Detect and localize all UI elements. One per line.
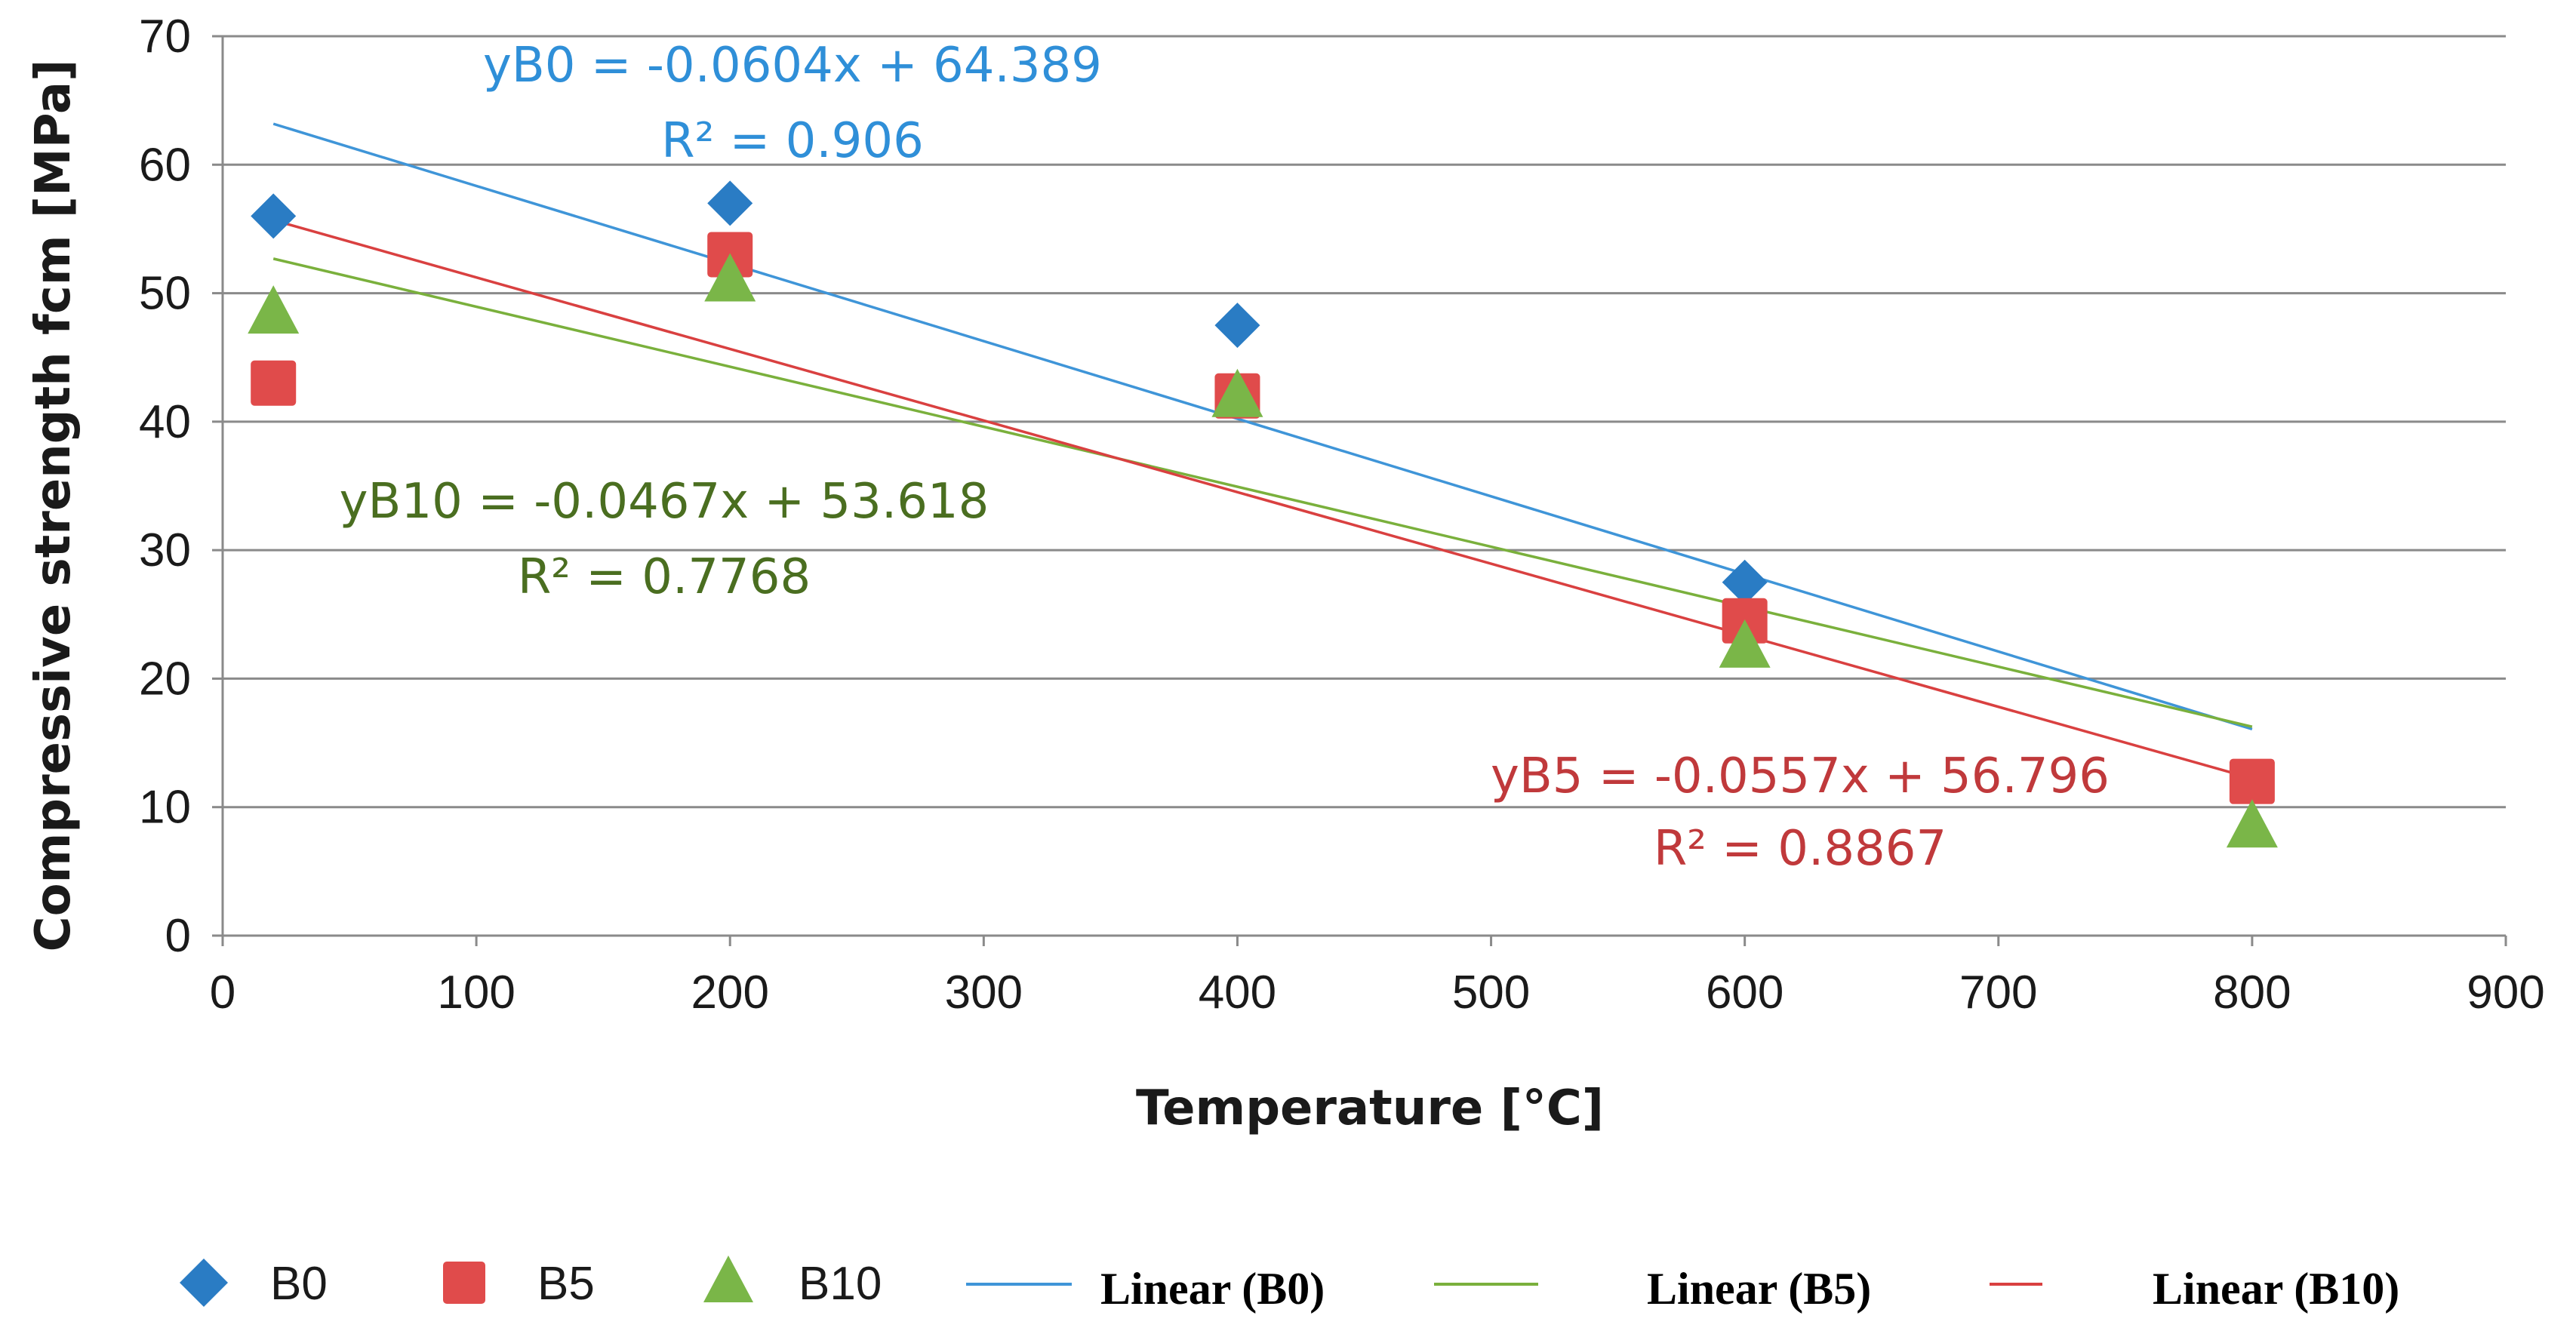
- b5-equation-label: yB5 = -0.0557x + 56.796: [1491, 748, 2110, 804]
- data-points: [248, 180, 2278, 848]
- trendlines: [272, 122, 2253, 780]
- legend-linear-b10-label: Linear (B10): [2153, 1264, 2399, 1314]
- legend-b0-label: B0: [270, 1258, 328, 1310]
- legend-b10-triangle-icon: [703, 1256, 753, 1302]
- point-b0-200: [707, 180, 753, 226]
- y-tick-label-30: 30: [139, 524, 191, 576]
- x-tick-label-900: 900: [2467, 967, 2544, 1019]
- x-tick-label-0: 0: [210, 967, 235, 1019]
- x-tick-label-800: 800: [2213, 967, 2291, 1019]
- y-tick-label-20: 20: [139, 653, 191, 705]
- b5-r2-label: R² = 0.8867: [1654, 821, 1947, 877]
- x-tick-label-400: 400: [1199, 967, 1276, 1019]
- point-b10-400: [1211, 368, 1263, 417]
- legend-b10-label: B10: [799, 1258, 882, 1310]
- x-tick-label-600: 600: [1706, 967, 1784, 1019]
- b0-equation-label: yB0 = -0.0604x + 64.389: [483, 38, 1102, 94]
- point-b10-600: [1719, 619, 1771, 668]
- point-b10-800: [2226, 799, 2278, 848]
- legend-b5-square-icon: [443, 1262, 485, 1304]
- legend: B0 B5 B10 Linear (B0) Linear (B5) Linear…: [180, 1256, 2399, 1314]
- b0-r2-label: R² = 0.906: [661, 113, 924, 169]
- y-tick-label-70: 70: [139, 11, 191, 63]
- x-tick-label-500: 500: [1452, 967, 1530, 1019]
- x-tick-label-200: 200: [691, 967, 768, 1019]
- y-tick-label-10: 10: [139, 782, 191, 834]
- point-b5-20: [251, 360, 297, 406]
- point-b0-400: [1214, 303, 1260, 349]
- x-tick-label-700: 700: [1959, 967, 2037, 1019]
- point-b10-200: [704, 253, 756, 302]
- b10-equation-label: yB10 = -0.0467x + 53.618: [340, 474, 989, 530]
- legend-b0-diamond-icon: [180, 1259, 228, 1307]
- b10-r2-label: R² = 0.7768: [518, 549, 811, 605]
- point-b10-20: [248, 285, 300, 334]
- x-axis-title: Temperature [°C]: [1136, 1080, 1604, 1136]
- legend-b5-label: B5: [537, 1258, 595, 1310]
- point-b5-800: [2229, 758, 2275, 804]
- trendline-linear-b5: [272, 257, 2253, 728]
- trendline-linear-b10: [272, 219, 2253, 780]
- point-b0-600: [1722, 559, 1768, 605]
- x-tick-label-100: 100: [437, 967, 515, 1019]
- x-tick-label-300: 300: [945, 967, 1023, 1019]
- legend-linear-b5-label: Linear (B5): [1647, 1264, 1871, 1314]
- y-axis-title: Compressive strength fcm [MPa]: [26, 60, 82, 952]
- axes: [212, 35, 2507, 946]
- legend-linear-b0-label: Linear (B0): [1100, 1264, 1325, 1314]
- y-tick-label-40: 40: [139, 396, 191, 448]
- y-tick-label-50: 50: [139, 268, 191, 320]
- point-b0-20: [251, 193, 297, 239]
- y-tick-label-0: 0: [165, 910, 191, 962]
- gridlines: [223, 35, 2506, 809]
- y-tick-label-60: 60: [139, 139, 191, 191]
- trendline-linear-b0: [272, 122, 2253, 731]
